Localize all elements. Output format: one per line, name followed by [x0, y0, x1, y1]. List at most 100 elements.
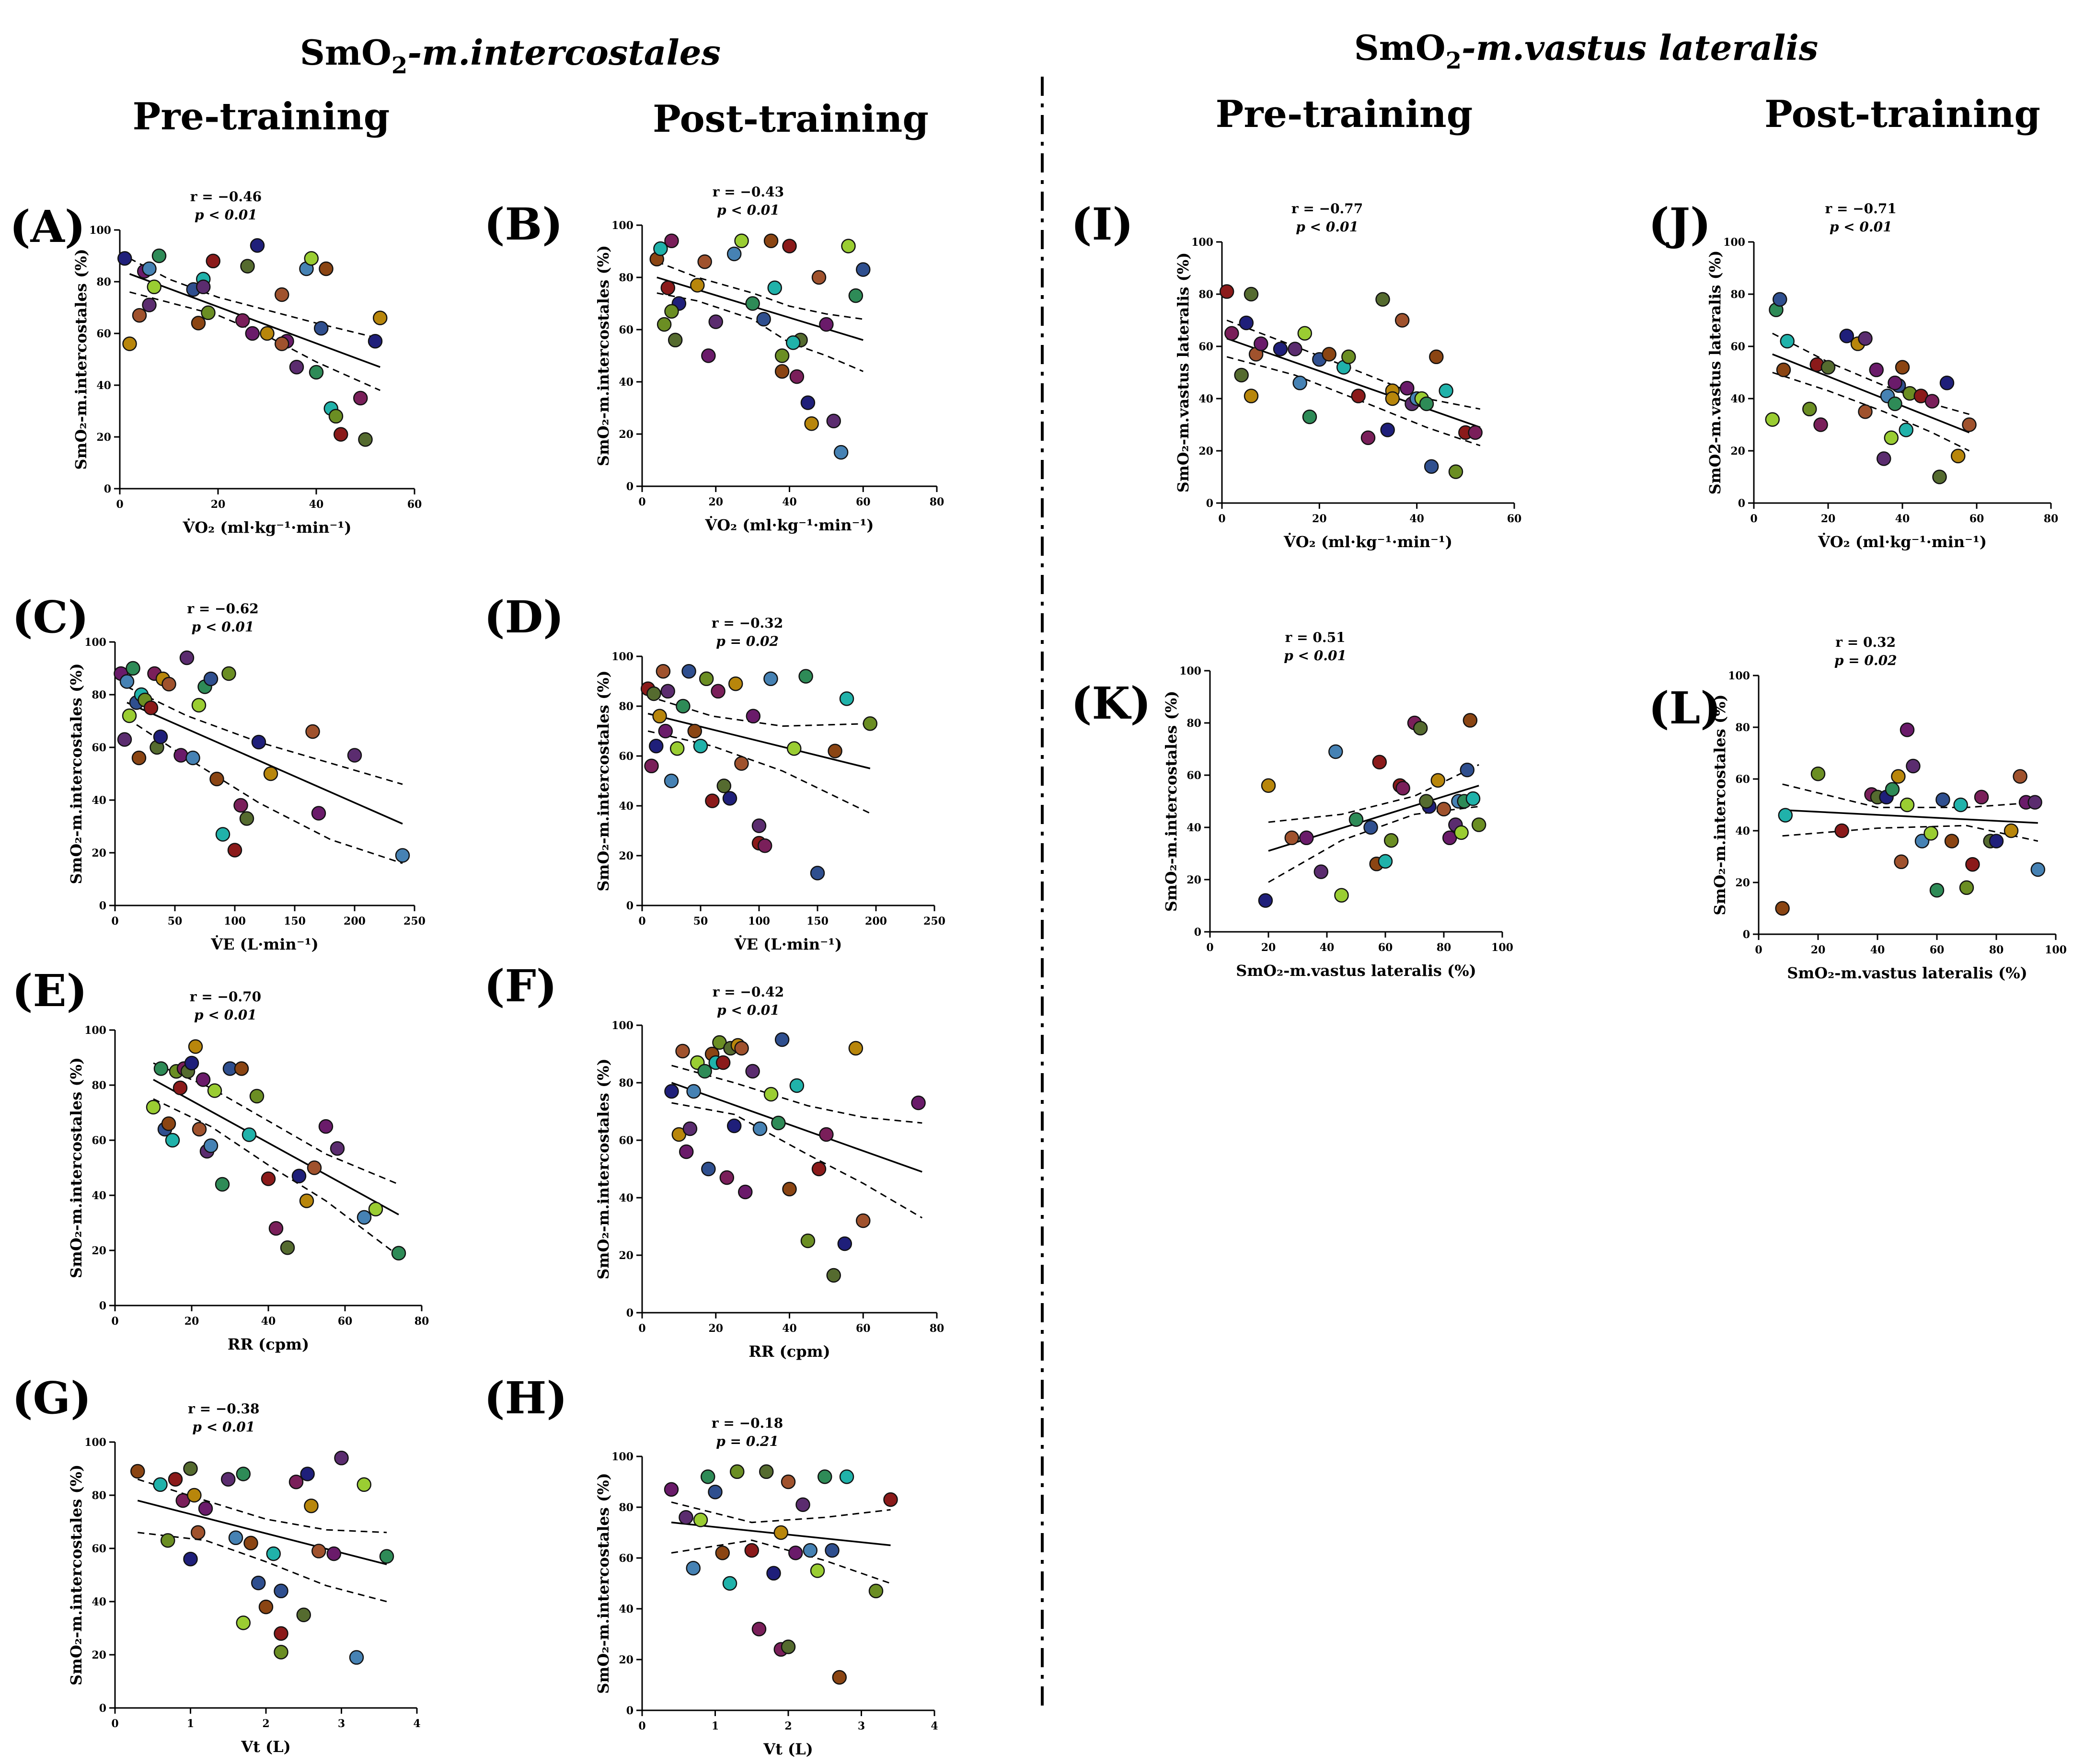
y-axis-label: SmO₂-m.intercostales (%): [67, 1465, 85, 1685]
scatter-point: [221, 1472, 236, 1487]
scatter-point: [744, 1543, 759, 1558]
y-tick-label: 100: [611, 219, 633, 232]
panel-label: (A): [10, 201, 85, 252]
scatter-point: [236, 1466, 251, 1481]
y-tick-label: 80: [619, 1077, 633, 1089]
x-axis-label: RR (cpm): [749, 1342, 830, 1361]
scatter-point: [263, 766, 278, 781]
scatter-point: [131, 750, 147, 766]
scatter-point: [789, 369, 805, 384]
scatter-point: [1810, 766, 1826, 781]
x-tick-label: 0: [638, 915, 645, 928]
scatter-point: [249, 1088, 265, 1104]
y-tick-label: 40: [1730, 393, 1745, 405]
ci-lower-curve: [138, 1532, 387, 1603]
y-axis-label: SmO₂-m.intercostales (%): [594, 670, 612, 891]
y-tick-label: 40: [1186, 822, 1201, 834]
scatter-point: [763, 671, 778, 687]
x-tick-label: 20: [211, 498, 226, 511]
scatter-point: [1888, 376, 1902, 390]
scatter-point: [745, 296, 760, 311]
scatter-point: [233, 798, 248, 813]
ci-upper-curve: [671, 1501, 891, 1523]
y-axis-label: SmO2-m.vastus lateralis (%): [1706, 251, 1724, 495]
scatter-point: [826, 413, 841, 428]
scatter-point: [1244, 286, 1259, 302]
panel-label: (H): [484, 1372, 567, 1424]
y-tick-label: 0: [1194, 926, 1201, 939]
ci-lower-curve: [1772, 372, 1970, 452]
stat-r: r = −0.77: [1291, 201, 1363, 217]
x-tick-label: 80: [1989, 944, 2004, 956]
scatter-point: [837, 1236, 852, 1251]
scatter-point: [1780, 333, 1795, 349]
scatter-point: [686, 1084, 701, 1099]
scatter-point: [2027, 795, 2042, 810]
y-tick-label: 20: [92, 847, 106, 859]
scatter-point: [1932, 470, 1947, 484]
scatter-point: [682, 1121, 698, 1136]
scatter-point: [1341, 349, 1356, 365]
y-tick-label: 80: [92, 689, 106, 701]
ci-lower-curve: [153, 1098, 399, 1257]
x-axis-label: V̇E (L·min⁻¹): [210, 935, 318, 953]
x-axis-label: V̇O₂ (ml·kg⁻¹·min⁻¹): [182, 518, 351, 537]
x-tick-label: 40: [1409, 513, 1424, 525]
scatter-point: [1962, 417, 1977, 432]
scatter-point: [752, 1121, 768, 1136]
y-tick-label: 0: [626, 1307, 633, 1319]
scatter-point: [773, 1525, 788, 1540]
x-tick-label: 80: [415, 1315, 429, 1328]
scatter-point: [676, 699, 691, 714]
scatter-point: [1334, 888, 1349, 903]
y-tick-label: 20: [1198, 445, 1213, 458]
x-tick-label: 60: [1378, 941, 1393, 954]
ci-upper-curve: [1782, 783, 2038, 808]
scatter-point: [357, 1477, 371, 1492]
scatter-point: [774, 364, 790, 379]
x-tick-label: 4: [931, 1720, 938, 1732]
scatter-point: [751, 818, 767, 833]
scatter-point: [239, 811, 254, 826]
scatter-point: [656, 664, 671, 679]
ci-lower-curve: [656, 292, 864, 372]
panel-label: (G): [12, 1372, 92, 1424]
x-axis-label: Vt (L): [763, 1740, 813, 1758]
scatter-point: [656, 317, 672, 332]
scatter-point: [716, 779, 732, 793]
y-tick-label: 20: [1730, 445, 1745, 458]
scatter-point: [722, 1576, 737, 1591]
scatter-point: [347, 748, 362, 763]
scatter-point: [757, 838, 772, 853]
y-tick-label: 0: [104, 483, 111, 495]
scatter-point: [1471, 817, 1486, 832]
scatter-point: [1900, 797, 1915, 813]
x-tick-label: 80: [2044, 513, 2059, 525]
ci-upper-curve: [671, 1065, 922, 1124]
regression-line: [153, 1078, 399, 1215]
y-tick-label: 100: [1179, 665, 1201, 677]
scatter-point: [774, 1032, 790, 1047]
scatter-point: [1989, 834, 2004, 848]
panel-l: (L) r = 0.32 p = 0.02 0 20 40 60 80 100 0 20 40 60 80…: [1648, 634, 2067, 982]
scatter-point: [841, 239, 856, 253]
y-tick-label: 0: [99, 1300, 106, 1312]
stat-r: r = −0.46: [190, 189, 262, 205]
scatter-point: [1224, 326, 1239, 341]
y-tick-label: 100: [611, 651, 633, 663]
scatter-point: [1351, 389, 1366, 403]
scatter-point: [863, 716, 878, 731]
y-tick-label: 20: [619, 1654, 633, 1666]
scatter-point: [781, 1474, 796, 1489]
stat-r: r = −0.43: [713, 184, 784, 200]
scatter-point: [1776, 362, 1791, 378]
stat-p: p < 0.01: [192, 619, 254, 635]
scatter-point: [1935, 792, 1950, 807]
x-tick-label: 200: [344, 915, 366, 928]
x-tick-label: 80: [1437, 941, 1451, 954]
stat-r: r = −0.71: [1825, 201, 1897, 217]
x-tick-label: 1: [712, 1720, 719, 1732]
scatter-point: [715, 1055, 731, 1070]
x-axis-label: V̇O₂ (ml·kg⁻¹·min⁻¹): [1818, 533, 1987, 551]
scatter-point: [191, 698, 207, 713]
